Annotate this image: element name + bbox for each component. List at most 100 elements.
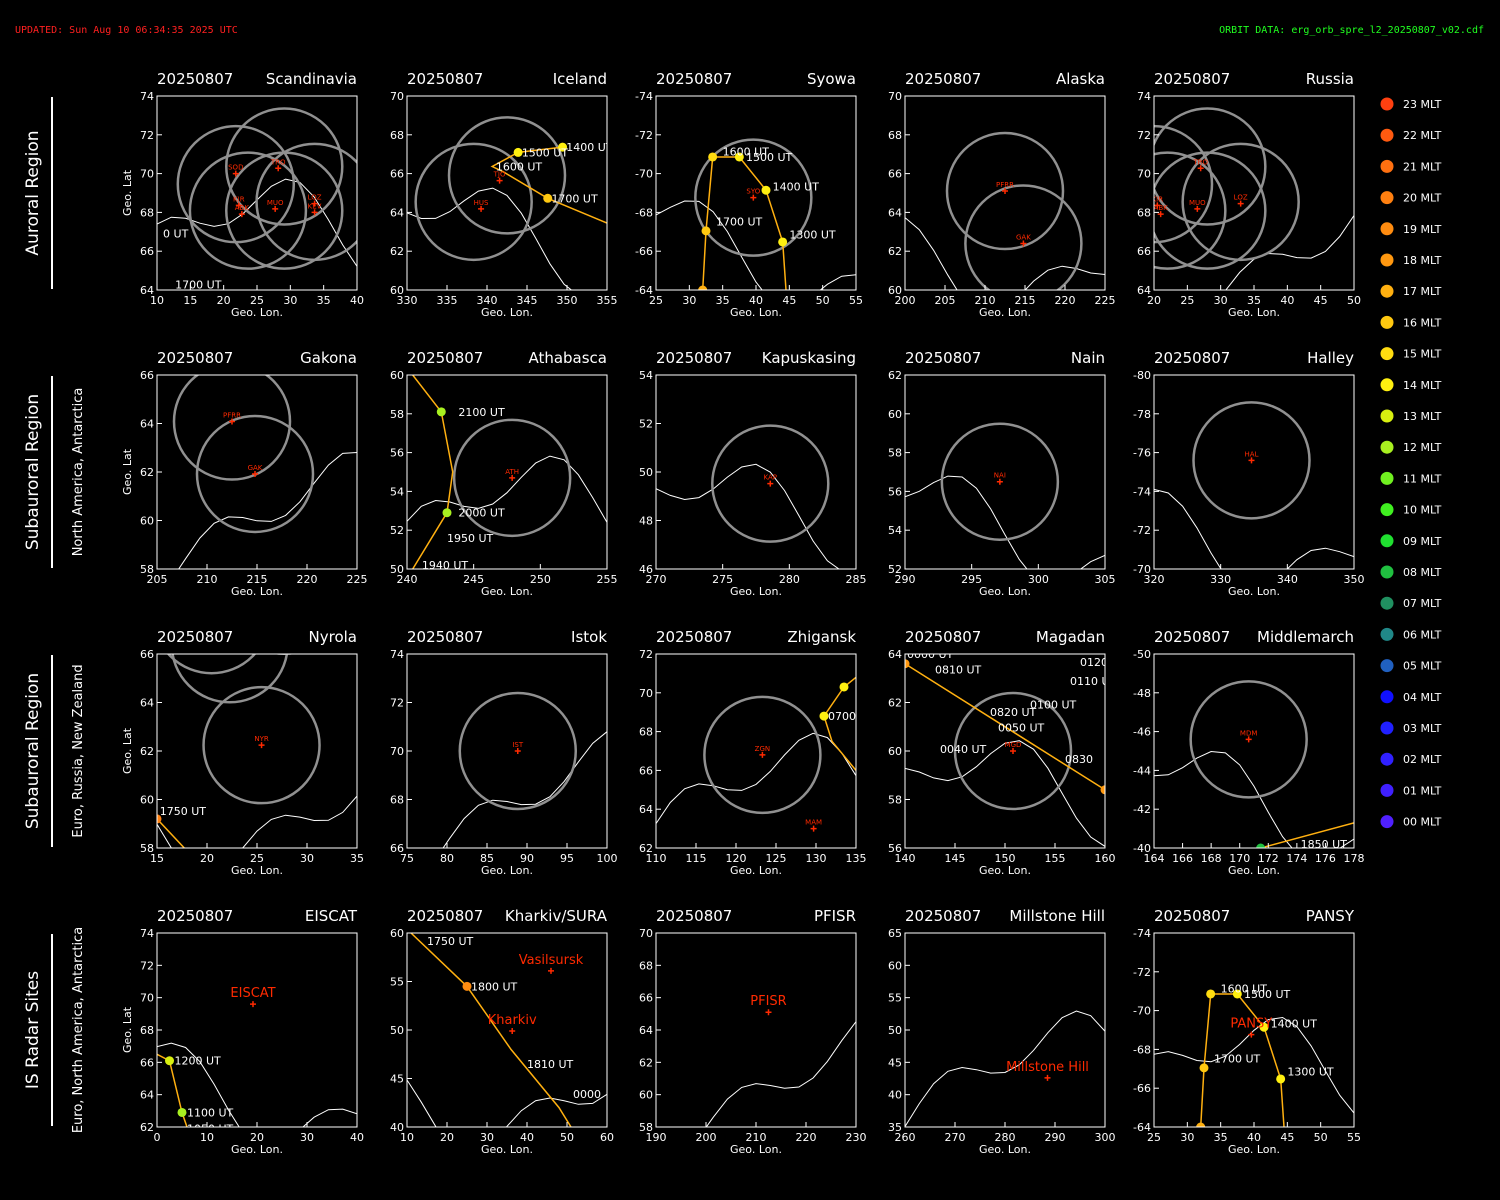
y-tick-label: 35	[888, 1121, 902, 1134]
x-axis-label: Geo. Lon.	[231, 585, 283, 598]
site-label: LOZ	[1234, 194, 1248, 202]
orbit-track	[157, 1053, 188, 1127]
y-tick-label: 70	[140, 168, 154, 181]
x-tick-label: 255	[597, 573, 618, 586]
map-panel: 20250807 PFISR PFISR 190 200 210 220 230 58 60 62 6…	[639, 907, 867, 1156]
x-axis-label: Geo. Lon.	[231, 864, 283, 877]
x-tick-label: 250	[530, 573, 551, 586]
x-tick-label: 55	[849, 294, 863, 307]
orbit-time-label: 0050 UT	[998, 722, 1045, 735]
coastline	[407, 1079, 607, 1127]
coastline	[442, 731, 607, 848]
y-tick-label: 64	[888, 648, 902, 661]
fov-circle	[964, 184, 1083, 290]
legend-label: 22 MLT	[1403, 129, 1442, 142]
legend-label: 15 MLT	[1403, 348, 1442, 361]
map-panel: 20250807 Athabasca 2100 UT 2000 UT 1950 UT 19…	[390, 349, 618, 598]
y-tick-label: 72	[140, 129, 154, 142]
x-axis-label: Geo. Lon.	[979, 864, 1031, 877]
orbit-time-label: 1050 UT	[187, 1123, 234, 1136]
legend-label: 11 MLT	[1403, 472, 1442, 485]
y-tick-label: 45	[888, 1056, 902, 1069]
fov-circle	[172, 375, 292, 481]
x-tick-label: 25	[250, 294, 264, 307]
panel-map-area: 0700 ZGN MAM	[656, 676, 856, 832]
site-label: ZGN	[755, 745, 770, 753]
fov-circle	[1192, 401, 1311, 520]
site-marker	[1237, 200, 1244, 207]
y-tick-label: 74	[1137, 90, 1151, 103]
orbit-time-label: 0810 UT	[935, 664, 982, 677]
orbit-time-label: 0700	[828, 710, 856, 723]
orbit-hour-marker	[165, 1056, 174, 1066]
y-tick-label: -48	[1133, 687, 1151, 700]
orbit-time-label: 1750 UT	[160, 805, 207, 818]
panel-site-name: Magadan	[1036, 628, 1105, 646]
site-marker	[548, 967, 554, 974]
y-tick-label: 74	[140, 927, 154, 940]
panel-site-name: Iceland	[553, 70, 607, 88]
site-marker	[509, 474, 516, 481]
y-tick-label: 64	[390, 206, 404, 219]
y-tick-label: 48	[639, 515, 653, 528]
x-tick-label: 100	[597, 852, 618, 865]
x-tick-label: 220	[297, 573, 318, 586]
orbit-track	[905, 663, 1105, 791]
fov-circle	[414, 142, 533, 262]
y-tick-label: 62	[140, 1121, 154, 1134]
orbit-hour-marker	[1100, 785, 1105, 795]
x-tick-label: 140	[895, 852, 916, 865]
y-tick-label: 60	[888, 959, 902, 972]
legend-label: 23 MLT	[1403, 98, 1442, 111]
x-axis-label: Geo. Lon.	[730, 1143, 782, 1156]
coastline	[656, 732, 856, 824]
legend-label: 02 MLT	[1403, 753, 1442, 766]
x-tick-label: 160	[1095, 852, 1116, 865]
y-tick-label: -66	[1133, 1082, 1151, 1095]
y-tick-label: -44	[1133, 764, 1151, 777]
y-tick-label: 54	[390, 485, 404, 498]
x-tick-label: 240	[397, 573, 418, 586]
legend-dot	[1380, 596, 1394, 610]
site-marker	[496, 177, 503, 184]
orbit-time-label: 1850 UT	[1301, 838, 1348, 851]
legend-dot	[1380, 440, 1394, 454]
x-tick-label: 40	[350, 1131, 364, 1144]
x-tick-label: 345	[517, 294, 538, 307]
y-tick-label: 50	[390, 1024, 404, 1037]
site-marker	[311, 200, 318, 207]
panel-site-name: Athabasca	[528, 349, 607, 367]
y-tick-label: 70	[639, 687, 653, 700]
orbit-track	[823, 676, 856, 771]
fov-circle	[1154, 151, 1227, 270]
x-tick-label: 225	[347, 573, 368, 586]
orbit-time-label: 0120	[1080, 656, 1108, 669]
x-tick-label: 300	[1028, 573, 1049, 586]
x-tick-label: 205	[935, 294, 956, 307]
y-tick-label: 62	[888, 245, 902, 258]
orbit-time-label: 0 UT	[163, 228, 189, 241]
x-tick-label: 270	[646, 573, 667, 586]
y-tick-label: -72	[635, 129, 653, 142]
panel-date: 20250807	[407, 349, 483, 367]
panel-map-area: 1750 UT 1800 UT 1810 UT 0000 Vasilsursk Khark…	[407, 933, 607, 1127]
x-tick-label: 330	[397, 294, 418, 307]
site-label: KIR	[1152, 195, 1164, 203]
legend-dot	[1380, 565, 1394, 579]
site-label: KIR	[233, 195, 245, 203]
x-tick-label: 280	[995, 1131, 1016, 1144]
y-tick-label: -80	[1133, 369, 1151, 382]
panel-map-area: PFISR	[705, 994, 856, 1127]
y-tick-label: 60	[888, 284, 902, 297]
x-tick-label: 350	[1344, 573, 1365, 586]
y-tick-label: 68	[888, 129, 902, 142]
x-axis-label: Geo. Lon.	[1228, 1143, 1280, 1156]
fov-circle	[940, 422, 1060, 541]
y-tick-label: 68	[390, 129, 404, 142]
panel-map-area: PFRR GAK	[905, 131, 1105, 290]
legend-label: 03 MLT	[1403, 722, 1442, 735]
panel-site-name: Halley	[1307, 349, 1354, 367]
x-tick-label: 115	[686, 852, 707, 865]
x-tick-label: 164	[1144, 852, 1165, 865]
